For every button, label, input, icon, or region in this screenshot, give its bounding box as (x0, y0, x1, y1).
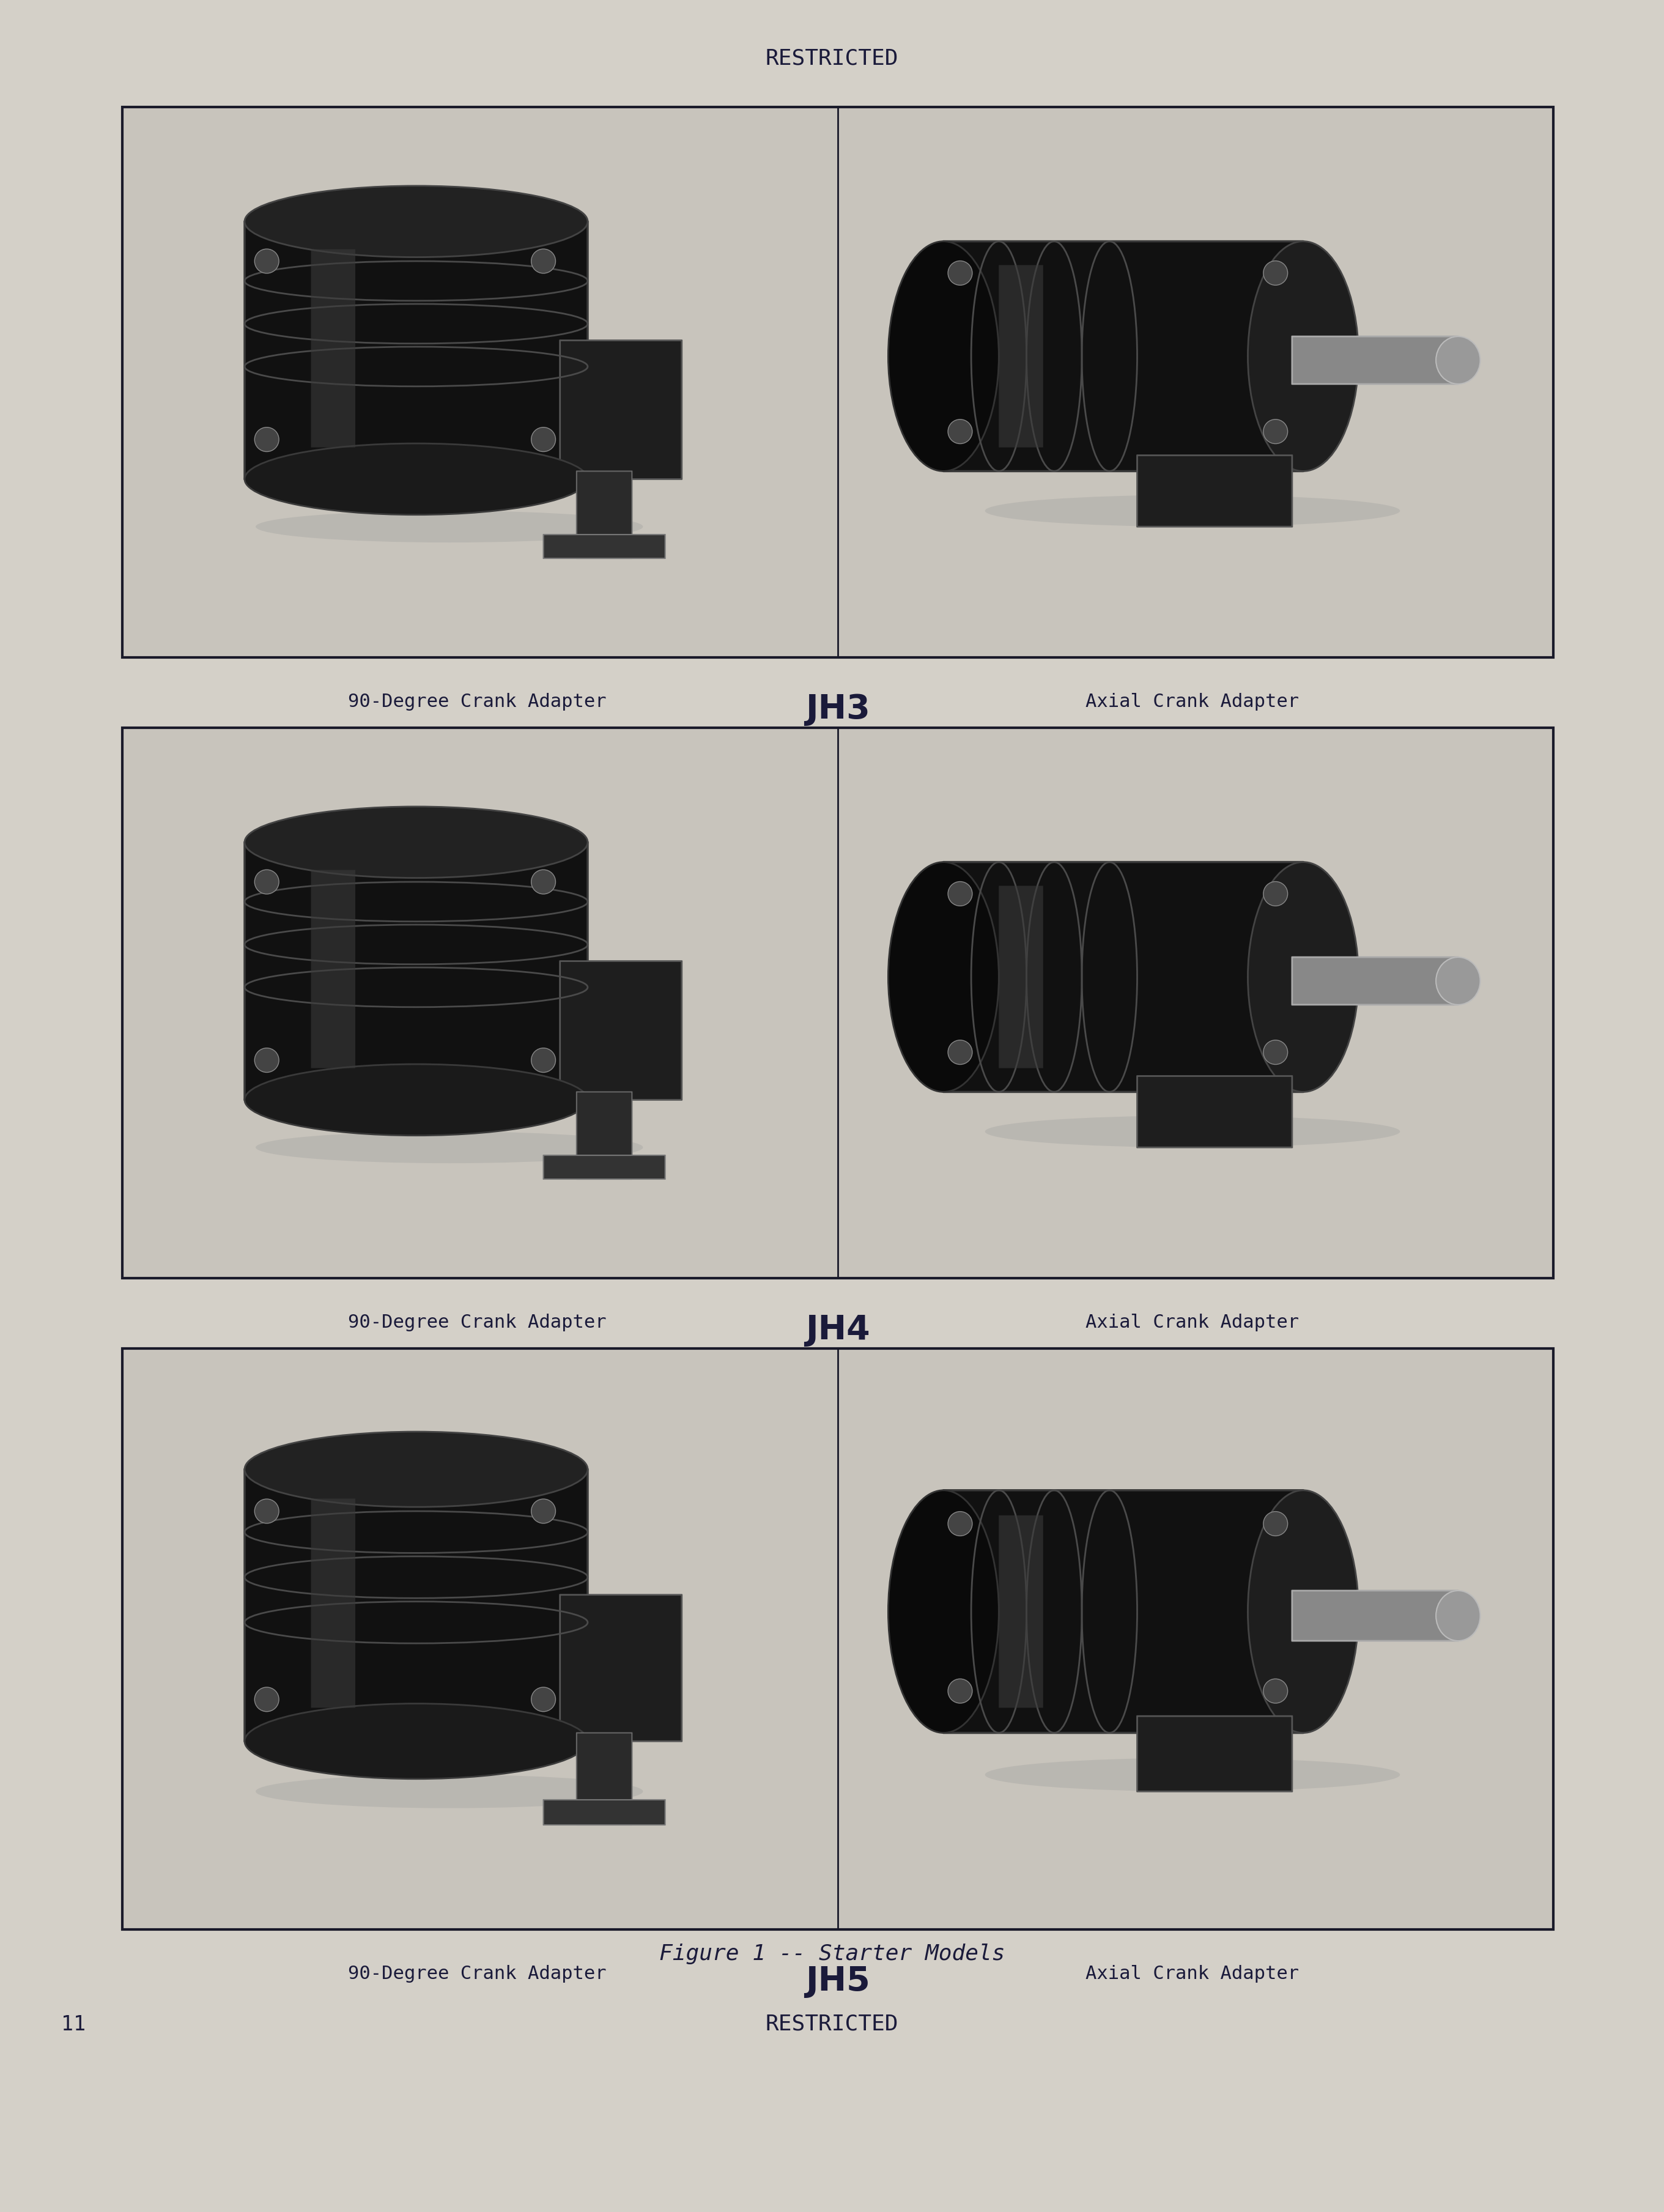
Circle shape (531, 250, 556, 274)
FancyBboxPatch shape (943, 1491, 1303, 1732)
Circle shape (948, 1679, 972, 1703)
Ellipse shape (1436, 1590, 1481, 1641)
Ellipse shape (1248, 1491, 1358, 1732)
FancyBboxPatch shape (245, 1469, 587, 1741)
Text: 11: 11 (62, 2015, 85, 2035)
Ellipse shape (245, 1064, 587, 1135)
FancyBboxPatch shape (998, 265, 1043, 447)
Ellipse shape (256, 511, 642, 542)
Circle shape (948, 1040, 972, 1064)
FancyBboxPatch shape (1293, 958, 1458, 1004)
Circle shape (531, 1500, 556, 1524)
Text: RESTRICTED: RESTRICTED (765, 2013, 899, 2035)
Text: JH5: JH5 (805, 1964, 870, 1997)
FancyBboxPatch shape (561, 962, 682, 1099)
Text: 90-Degree Crank Adapter: 90-Degree Crank Adapter (348, 1964, 606, 1982)
FancyBboxPatch shape (943, 863, 1303, 1093)
Circle shape (948, 883, 972, 907)
Circle shape (255, 250, 280, 274)
Ellipse shape (1436, 958, 1481, 1004)
FancyBboxPatch shape (1293, 336, 1458, 385)
Circle shape (255, 1688, 280, 1712)
Circle shape (531, 427, 556, 451)
Ellipse shape (985, 1115, 1399, 1148)
Text: Axial Crank Adapter: Axial Crank Adapter (1085, 1314, 1300, 1332)
FancyBboxPatch shape (561, 1595, 682, 1741)
Text: 90-Degree Crank Adapter: 90-Degree Crank Adapter (348, 692, 606, 710)
Circle shape (255, 869, 280, 894)
FancyBboxPatch shape (998, 885, 1043, 1068)
Text: JH4: JH4 (805, 1314, 870, 1347)
FancyBboxPatch shape (1137, 1717, 1293, 1792)
Circle shape (1263, 420, 1288, 445)
FancyBboxPatch shape (544, 535, 666, 557)
Ellipse shape (245, 186, 587, 257)
FancyBboxPatch shape (1293, 1590, 1458, 1641)
FancyBboxPatch shape (245, 843, 587, 1099)
Text: Axial Crank Adapter: Axial Crank Adapter (1085, 692, 1300, 710)
Ellipse shape (245, 807, 587, 878)
Circle shape (1263, 1679, 1288, 1703)
Circle shape (531, 1048, 556, 1073)
Ellipse shape (1248, 863, 1358, 1093)
Ellipse shape (245, 1431, 587, 1506)
Circle shape (948, 420, 972, 445)
Circle shape (1263, 1040, 1288, 1064)
Bar (123, 728, 1553, 1279)
Text: JH3: JH3 (805, 692, 870, 726)
Circle shape (531, 1688, 556, 1712)
FancyBboxPatch shape (544, 1801, 666, 1825)
Ellipse shape (889, 241, 998, 471)
Circle shape (531, 869, 556, 894)
FancyBboxPatch shape (1137, 456, 1293, 526)
FancyBboxPatch shape (561, 341, 682, 480)
Text: Figure 1 -- Starter Models: Figure 1 -- Starter Models (659, 1944, 1005, 1964)
FancyBboxPatch shape (943, 241, 1303, 471)
Text: 90-Degree Crank Adapter: 90-Degree Crank Adapter (348, 1314, 606, 1332)
Ellipse shape (245, 442, 587, 515)
FancyBboxPatch shape (577, 1093, 632, 1179)
Bar (123, 1349, 1553, 1929)
FancyBboxPatch shape (577, 1732, 632, 1825)
FancyBboxPatch shape (998, 1515, 1043, 1708)
Circle shape (1263, 1511, 1288, 1535)
Ellipse shape (256, 1133, 642, 1164)
Ellipse shape (985, 495, 1399, 526)
FancyBboxPatch shape (1137, 1075, 1293, 1148)
Ellipse shape (256, 1774, 642, 1807)
Bar (123, 106, 1553, 657)
Circle shape (255, 1048, 280, 1073)
FancyBboxPatch shape (577, 471, 632, 557)
Ellipse shape (889, 1491, 998, 1732)
Text: Axial Crank Adapter: Axial Crank Adapter (1085, 1964, 1300, 1982)
Ellipse shape (889, 863, 998, 1093)
Ellipse shape (985, 1759, 1399, 1792)
Text: RESTRICTED: RESTRICTED (765, 49, 899, 69)
Ellipse shape (1436, 336, 1481, 385)
Circle shape (948, 1511, 972, 1535)
FancyBboxPatch shape (544, 1155, 666, 1179)
Circle shape (255, 427, 280, 451)
Ellipse shape (245, 1703, 587, 1778)
Circle shape (1263, 883, 1288, 907)
FancyBboxPatch shape (311, 1498, 356, 1708)
Ellipse shape (1248, 241, 1358, 471)
FancyBboxPatch shape (311, 250, 356, 447)
Circle shape (1263, 261, 1288, 285)
FancyBboxPatch shape (245, 221, 587, 480)
Circle shape (948, 261, 972, 285)
FancyBboxPatch shape (311, 869, 356, 1068)
Circle shape (255, 1500, 280, 1524)
